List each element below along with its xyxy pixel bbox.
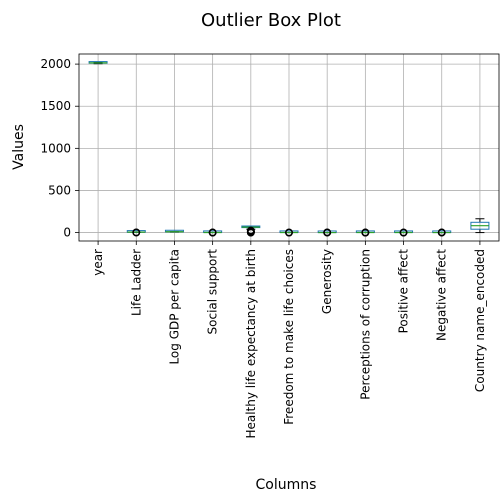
y-tick-label: 1500 [40,99,71,113]
box-positive-affect [394,228,414,237]
box-negative-affect [432,228,452,237]
box-log-gdp-per-capita [164,229,184,233]
outlier-point [437,228,446,237]
box-country-name-encoded [470,218,490,234]
box-year [88,61,108,65]
outlier-point [361,228,370,237]
y-tick-label: 500 [48,183,71,197]
y-tick-label: 0 [63,226,71,240]
plot-area [88,61,490,237]
y-tick-label: 1000 [40,141,71,155]
y-axis-ticks: 0 500 1000 1500 2000 [40,57,79,240]
x-tick-label: Healthy life expectancy at birth [244,249,258,439]
x-tick-label: Generosity [320,249,334,314]
x-axis-label: Columns [256,477,317,493]
x-tick-label: year [91,249,105,276]
box-social-support [203,228,223,237]
outlier-point [246,226,255,235]
outlier-point [285,228,293,237]
outlier-point [132,228,141,237]
x-tick-label: Freedom to make life choices [282,249,296,425]
box-generosity [317,228,337,237]
outlier-point [399,228,408,237]
outlier-point [208,228,217,237]
plot-frame [78,53,500,242]
x-tick-label: Log GDP per capita [167,249,181,365]
y-tick-label: 2000 [40,57,71,71]
box-life-ladder [126,228,146,237]
grid-lines [79,54,499,241]
box-perceptions-of-corruption [355,228,375,237]
chart-title: Outlier Box Plot [201,10,341,31]
x-tick-label: Positive affect [397,249,411,334]
outlier-point [323,228,332,237]
x-tick-label: Country name_encoded [473,249,487,392]
x-tick-label: Social support [206,249,220,335]
x-tick-label: Life Ladder [129,249,143,316]
box-healthy-life-expectancy-at-birth [241,225,261,237]
x-tick-label: Perceptions of corruption [358,249,372,400]
y-axis-label: Values [11,124,27,170]
x-axis-ticks: year Life Ladder Log GDP per capita Social … [91,241,487,439]
box-freedom-to-make-life-choices [279,228,299,237]
x-tick-label: Negative affect [435,249,449,341]
